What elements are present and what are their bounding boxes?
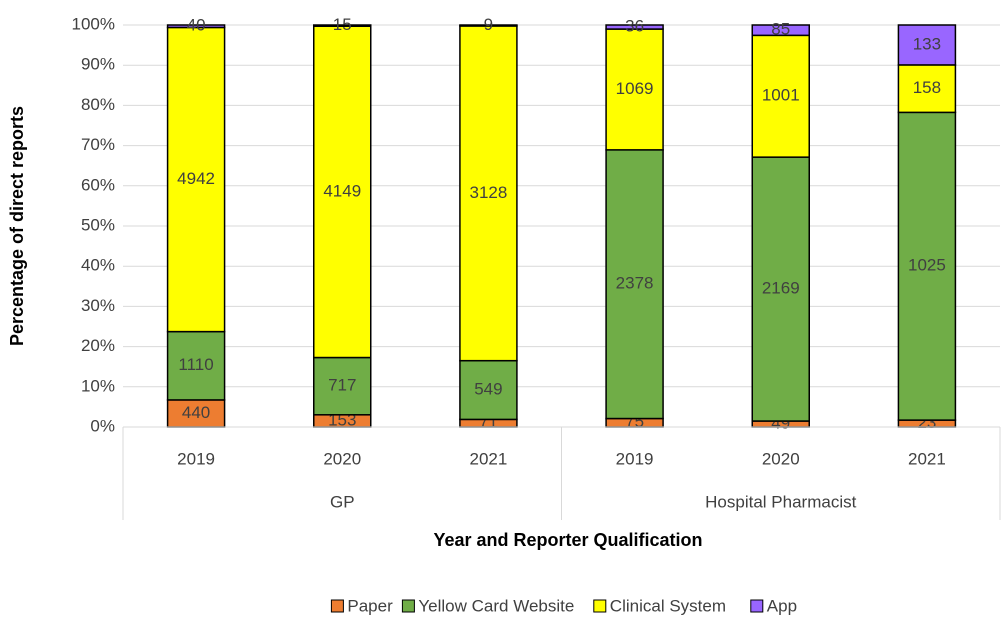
bar-segment <box>459 24 518 27</box>
data-label: 1110 <box>178 355 213 374</box>
bar-segment <box>897 24 957 66</box>
legend-label: Clinical System <box>610 596 726 615</box>
x-tick-label: 2019 <box>177 449 215 468</box>
y-tick-label: 10% <box>81 376 115 395</box>
x-tick-label: 2021 <box>908 449 946 468</box>
data-label: 158 <box>913 78 941 97</box>
bar-segment <box>605 24 664 30</box>
data-label: 4149 <box>323 181 361 200</box>
y-tick-label: 0% <box>90 416 115 435</box>
y-axis-title: Percentage of direct reports <box>7 106 27 346</box>
legend-swatch <box>750 599 764 613</box>
bar-segment <box>751 156 810 422</box>
bar-segment <box>897 64 957 114</box>
data-label: 2169 <box>762 279 800 298</box>
bar-segment <box>605 149 664 420</box>
bar-segment <box>751 24 810 37</box>
bar-segment <box>459 25 518 362</box>
y-tick-label: 40% <box>81 256 115 275</box>
x-tick-label: 2021 <box>470 449 508 468</box>
data-label: 1069 <box>616 79 654 98</box>
x-tick-label: 2020 <box>323 449 361 468</box>
y-tick-label: 80% <box>81 95 115 114</box>
data-label: 85 <box>771 20 790 39</box>
bar-segment <box>313 25 372 359</box>
data-label: 36 <box>625 17 644 36</box>
data-label: 440 <box>182 403 210 422</box>
legend-swatch <box>593 599 607 613</box>
data-label: 549 <box>474 380 502 399</box>
data-label: 133 <box>913 34 941 53</box>
y-tick-label: 70% <box>81 135 115 154</box>
bar-segment <box>605 28 664 151</box>
data-label: 3128 <box>470 183 508 202</box>
y-tick-label: 60% <box>81 175 115 194</box>
y-tick-label: 20% <box>81 336 115 355</box>
x-tick-label: 2020 <box>762 449 800 468</box>
data-label: 9 <box>484 15 493 34</box>
bar-segment <box>313 356 372 416</box>
legend-label: Yellow Card Website <box>418 596 574 615</box>
x-axis-title: Year and Reporter Qualification <box>433 530 702 550</box>
legend-swatch <box>401 599 415 613</box>
bar-segment <box>897 111 957 421</box>
bar-segment <box>459 359 518 421</box>
data-label: 2378 <box>616 274 654 293</box>
data-label: 1025 <box>908 256 946 275</box>
y-tick-label: 100% <box>72 14 115 33</box>
bar-segment <box>751 34 810 158</box>
data-label: 4942 <box>177 169 215 188</box>
legend-label: App <box>767 596 797 615</box>
group-label: GP <box>330 492 355 511</box>
y-tick-label: 30% <box>81 296 115 315</box>
legend-label: Paper <box>347 596 393 615</box>
data-label: 1001 <box>762 86 800 105</box>
legend-swatch <box>330 599 344 613</box>
bar-segment <box>313 24 372 27</box>
y-tick-label: 50% <box>81 215 115 234</box>
group-label: Hospital Pharmacist <box>705 492 856 511</box>
x-tick-label: 2019 <box>616 449 654 468</box>
data-label: 15 <box>333 15 352 34</box>
y-tick-label: 90% <box>81 55 115 74</box>
bar-segment <box>166 399 226 428</box>
data-label: 40 <box>187 16 206 35</box>
data-label: 717 <box>328 376 356 395</box>
bar-segment <box>166 24 226 29</box>
